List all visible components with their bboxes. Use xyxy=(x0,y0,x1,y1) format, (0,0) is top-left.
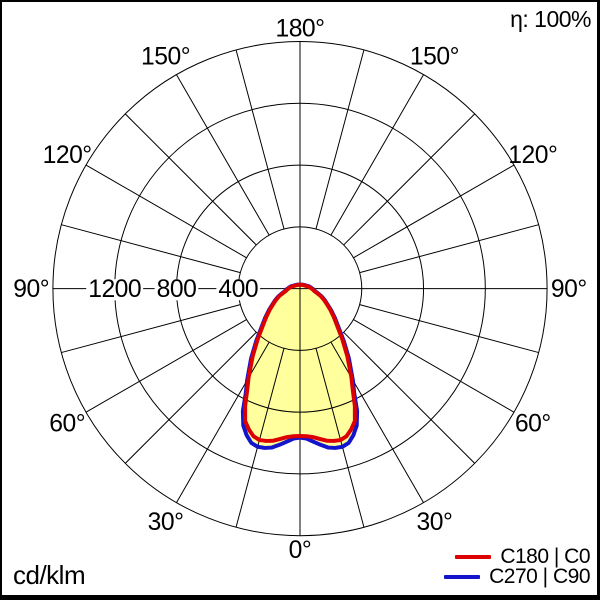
angle-label-150-left: 150° xyxy=(141,43,190,70)
angle-label-120-left: 120° xyxy=(43,142,92,169)
angle-ray xyxy=(235,49,285,230)
angle-label-90-left: 90° xyxy=(13,276,49,303)
angle-ray xyxy=(330,74,424,236)
angle-label-120-right: 120° xyxy=(508,142,557,169)
angle-ray xyxy=(353,164,515,259)
radial-label-bg xyxy=(86,279,144,301)
angle-ray xyxy=(85,319,247,413)
angle-ray xyxy=(85,164,247,259)
curve-c180-c0 xyxy=(243,282,357,443)
angle-ray xyxy=(315,348,365,528)
radial-label-800: 800 xyxy=(157,276,197,303)
red-curve-swatch xyxy=(455,555,492,559)
angle-label-30-left: 30° xyxy=(148,509,184,536)
light-output-ratio-label: η: 100% xyxy=(510,6,591,32)
angle-ray xyxy=(176,74,270,236)
angle-label-90-right: 90° xyxy=(551,276,587,303)
angle-ray xyxy=(124,331,257,464)
radial-label-1200: 1200 xyxy=(88,276,141,303)
angle-ray xyxy=(176,341,270,503)
angle-label-60-left: 60° xyxy=(49,411,85,438)
legend-label-c0: C180 | C0 xyxy=(500,545,590,568)
angle-label-60-right: 60° xyxy=(515,411,551,438)
blue-curve-swatch xyxy=(444,575,481,579)
angle-label-0: 0° xyxy=(289,537,312,564)
legend-item-c90: C270 | C90 xyxy=(444,565,590,588)
legend: C180 | C0 C270 | C90 xyxy=(444,545,590,588)
angle-ray xyxy=(330,341,424,503)
angle-ray xyxy=(61,304,241,354)
radial-label-400: 400 xyxy=(218,276,258,303)
angle-label-180: 180° xyxy=(275,15,324,42)
radial-label-bg xyxy=(154,279,199,301)
units-label: cd/klm xyxy=(13,560,86,590)
angle-ray xyxy=(343,331,476,464)
legend-label-c90: C270 | C90 xyxy=(489,565,590,588)
angle-ray xyxy=(235,348,285,528)
angle-ray xyxy=(359,304,539,354)
angle-ray xyxy=(359,224,539,274)
angle-ray xyxy=(61,224,241,274)
angle-ray xyxy=(343,113,476,246)
angle-ray xyxy=(124,113,257,246)
radial-label-bg xyxy=(216,279,261,301)
angle-ray xyxy=(353,319,515,413)
angle-ray xyxy=(315,49,365,230)
legend-item-c0: C180 | C0 xyxy=(444,545,590,568)
angle-label-150-right: 150° xyxy=(410,43,459,70)
angle-label-30-right: 30° xyxy=(416,509,452,536)
